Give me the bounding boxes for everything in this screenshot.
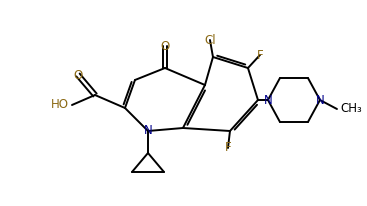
Text: N: N [143, 124, 152, 137]
Text: O: O [73, 69, 83, 82]
Text: N: N [316, 94, 324, 107]
Text: O: O [160, 40, 170, 53]
Text: CH₃: CH₃ [340, 103, 362, 116]
Text: HO: HO [51, 98, 69, 111]
Text: F: F [257, 48, 263, 62]
Text: Cl: Cl [204, 34, 216, 47]
Text: F: F [225, 142, 231, 154]
Text: N: N [264, 94, 272, 107]
